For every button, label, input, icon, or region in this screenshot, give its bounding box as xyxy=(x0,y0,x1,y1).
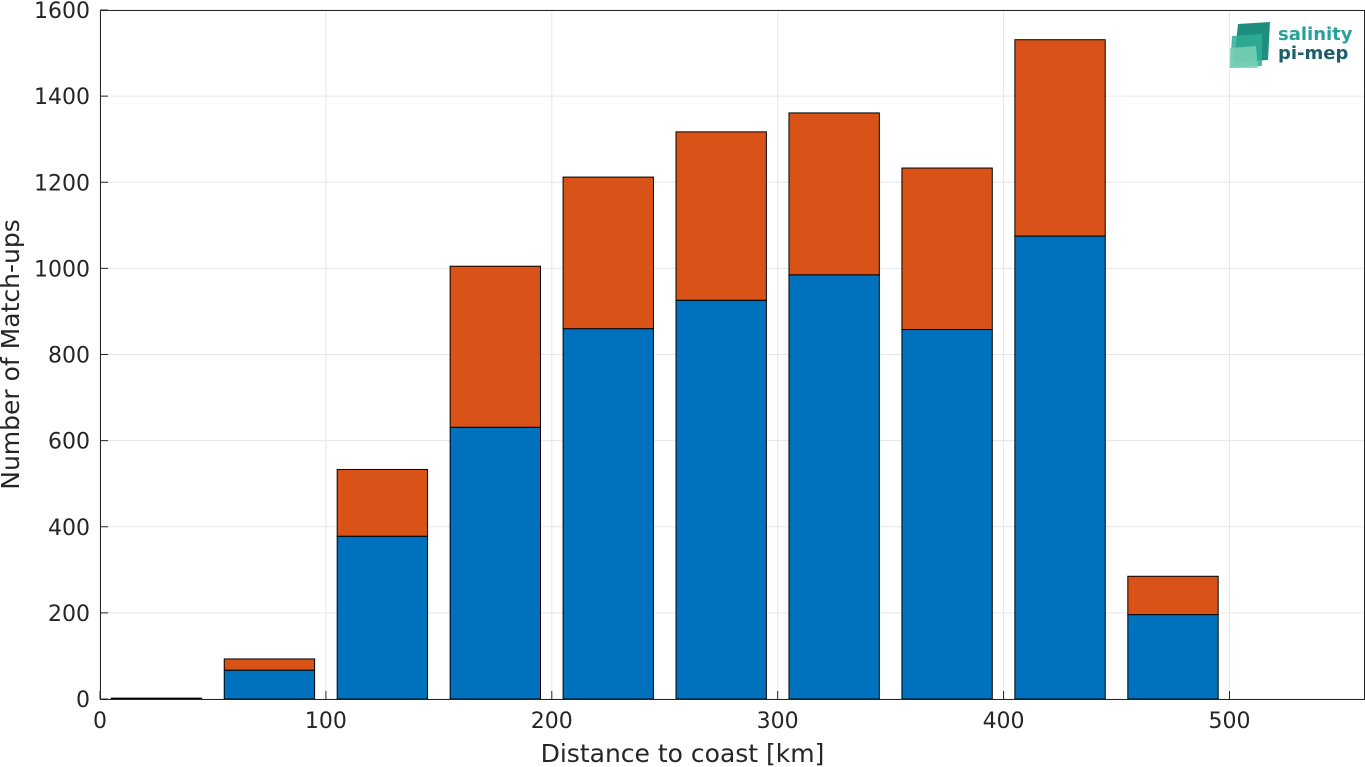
x-tick-label: 100 xyxy=(305,709,347,734)
y-axis-label: Number of Match-ups xyxy=(0,219,25,489)
y-tick-label: 1600 xyxy=(34,0,90,24)
y-tick-label: 400 xyxy=(48,516,90,541)
x-tick-label: 0 xyxy=(93,709,107,734)
y-ticks: 0 200 400 600 800 1000 1200 1400 1600 xyxy=(34,0,108,713)
bar-series-2 xyxy=(1014,39,1106,237)
bar-series-1 xyxy=(223,669,316,700)
bar-series-2 xyxy=(1127,575,1219,616)
y-tick-label: 1200 xyxy=(34,171,90,196)
bar-series-1 xyxy=(336,535,429,700)
bar-series-1 xyxy=(562,328,654,700)
bar-series-2 xyxy=(901,167,993,331)
x-tick-label: 200 xyxy=(531,709,573,734)
bar-series-2 xyxy=(562,176,654,330)
bar-series-2 xyxy=(675,131,767,301)
x-tick-label: 400 xyxy=(983,709,1025,734)
bar-series-1 xyxy=(901,329,993,700)
x-ticks: 0 100 200 300 400 500 xyxy=(93,691,1250,734)
logo-text-pi-mep: pi-mep xyxy=(1278,43,1348,64)
bar-series-1 xyxy=(110,697,203,700)
logo-text-salinity: salinity xyxy=(1278,24,1353,45)
bar-series-2 xyxy=(336,468,429,537)
logo-icon xyxy=(1230,22,1270,68)
bar-series-1 xyxy=(1014,235,1106,700)
x-tick-label: 500 xyxy=(1208,709,1250,734)
y-tick-label: 600 xyxy=(48,430,90,455)
y-tick-label: 1000 xyxy=(34,257,90,282)
x-tick-label: 300 xyxy=(757,709,799,734)
bar-series-1 xyxy=(1127,614,1219,700)
bar-series-2 xyxy=(223,658,316,671)
y-tick-label: 0 xyxy=(76,688,90,713)
x-axis-label: Distance to coast [km] xyxy=(541,739,825,767)
bar-series-1 xyxy=(449,426,541,700)
y-tick-label: 1400 xyxy=(34,85,90,110)
bars xyxy=(110,39,1219,700)
bar-series-1 xyxy=(788,274,880,700)
bar-series-2 xyxy=(788,112,880,276)
bar-series-1 xyxy=(675,299,767,700)
salinity-pi-mep-logo: salinity pi-mep xyxy=(1230,22,1353,68)
y-tick-label: 800 xyxy=(48,344,90,369)
bar-series-2 xyxy=(449,265,541,428)
y-tick-label: 200 xyxy=(48,602,90,627)
